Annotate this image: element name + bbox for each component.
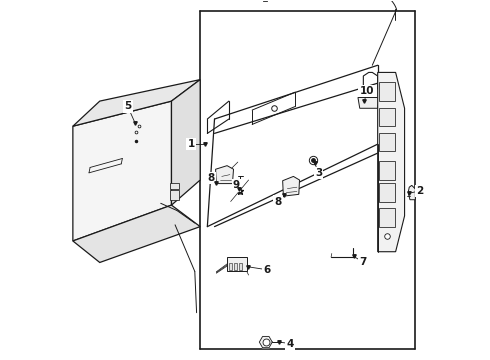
Polygon shape	[259, 337, 272, 348]
Bar	[379, 108, 395, 126]
Text: 8: 8	[207, 173, 215, 183]
Bar	[234, 263, 237, 270]
Text: 8: 8	[274, 197, 282, 207]
Polygon shape	[358, 98, 379, 108]
Bar	[170, 190, 179, 200]
Text: 10: 10	[360, 86, 374, 96]
Bar	[379, 208, 395, 226]
Text: 3: 3	[315, 168, 322, 178]
Polygon shape	[378, 72, 405, 252]
Bar	[379, 133, 395, 151]
Polygon shape	[73, 101, 172, 241]
Text: 9: 9	[233, 180, 240, 190]
Bar	[379, 183, 395, 202]
Bar	[239, 263, 243, 270]
Text: 1: 1	[188, 139, 195, 149]
Polygon shape	[73, 205, 200, 262]
Text: 7: 7	[359, 257, 367, 267]
Bar	[379, 161, 395, 180]
Text: 4: 4	[286, 338, 294, 348]
Text: 6: 6	[263, 265, 270, 275]
Polygon shape	[73, 80, 200, 126]
Text: 2: 2	[416, 186, 424, 196]
Polygon shape	[216, 166, 234, 184]
Bar	[379, 82, 395, 101]
Bar	[170, 183, 179, 189]
Polygon shape	[172, 80, 200, 205]
Bar	[227, 257, 247, 271]
Polygon shape	[408, 185, 416, 200]
Bar	[228, 263, 232, 270]
Text: 5: 5	[124, 102, 131, 112]
Polygon shape	[283, 176, 299, 196]
